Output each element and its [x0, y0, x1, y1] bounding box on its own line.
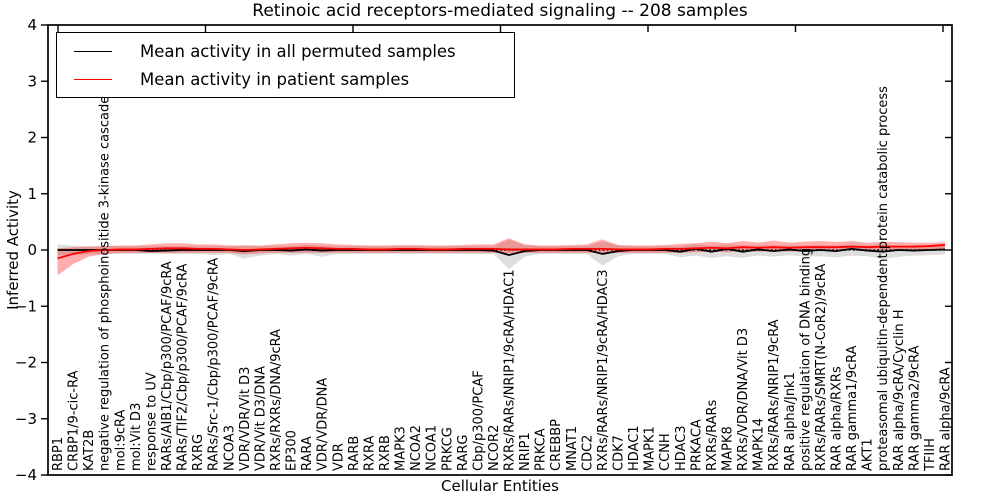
x-category-label: RXRs/RARs/NRIP1/9cRA/HDAC1 — [503, 269, 518, 471]
x-category-label: CCNH — [658, 433, 673, 471]
y-tick-label: 0 — [27, 241, 37, 259]
x-category-label: RARs/TIF2/Cbp/p300/PCAF/9cRA — [176, 264, 191, 471]
y-axis-label: Inferred Activity — [4, 190, 22, 310]
y-tick-label: 3 — [27, 72, 37, 90]
y-tick-label: −2 — [15, 354, 37, 372]
x-category-label: PRKACA — [689, 419, 704, 471]
chart-title: Retinoic acid receptors-mediated signali… — [252, 1, 748, 21]
x-category-label: mol:9cRA — [113, 409, 128, 471]
x-category-label: CDK7 — [612, 435, 627, 471]
x-category-label: RAR alpha/Jnk1 — [783, 372, 798, 471]
x-category-label: RARs/Src-1/Cbp/p300/PCAF/9cRA — [207, 258, 222, 471]
x-category-label: VDR/VDR/Vit D3 — [238, 367, 253, 471]
x-category-label: mol:Vit D3 — [129, 403, 144, 471]
x-category-label: RXRB — [378, 435, 393, 471]
y-tick-label: 2 — [27, 129, 37, 147]
x-category-label: CRBP1/9-cic-RA — [67, 370, 82, 471]
legend-label-permuted: Mean activity in all permuted samples — [140, 41, 456, 61]
x-category-label: RAR gamma2/9cRA — [907, 345, 922, 471]
y-tick-label: 1 — [27, 185, 37, 203]
x-category-label: RAR alpha/9cRA/Cyclin H — [892, 310, 907, 471]
legend: Mean activity in all permuted samples Me… — [56, 32, 515, 98]
x-category-label: RARA — [300, 436, 315, 471]
x-category-label: Cbp/p300/PCAF — [471, 370, 486, 471]
x-category-label: NCOA1 — [425, 425, 440, 471]
x-category-label: RXRs/RARs — [705, 399, 720, 471]
x-category-label: KAT2B — [82, 430, 97, 471]
x-category-label: VDR/Vit D3/DNA — [253, 366, 268, 471]
band-permuted — [57, 239, 945, 270]
x-category-label: RARs/AIB1/Cbp/p300/PCAF/9cRA — [160, 261, 175, 471]
y-tick-label: −3 — [15, 410, 37, 428]
x-category-label: RXRs/RARs/NRIP1/9cRA/HDAC3 — [596, 269, 611, 471]
x-category-label: NCOA3 — [222, 425, 237, 471]
x-category-label: RARB — [347, 436, 362, 471]
legend-entry-patient: Mean activity in patient samples — [74, 65, 514, 93]
x-category-label: AKT1 — [861, 438, 876, 471]
y-tick-label: −4 — [15, 466, 37, 484]
x-category-label: RXRs/RXRs/DNA/9cRA — [269, 329, 284, 471]
legend-label-patient: Mean activity in patient samples — [140, 69, 410, 89]
x-category-label: VDR — [331, 443, 346, 471]
x-category-label: RAR alpha/RXRs — [830, 366, 845, 471]
x-category-label: PRKCA — [534, 428, 549, 471]
x-category-label: MAPK3 — [394, 426, 409, 471]
x-category-label: HDAC3 — [674, 425, 689, 471]
x-category-label: MAPK14 — [752, 418, 767, 471]
legend-entry-permuted: Mean activity in all permuted samples — [74, 37, 514, 65]
x-category-label: NRIP1 — [518, 432, 533, 471]
y-tick-label: 4 — [27, 16, 37, 34]
x-category-label: CDC2 — [580, 435, 595, 471]
x-category-label: RXRs/RARs/SMRT(N-CoR2)/9cRA — [814, 264, 829, 471]
x-category-label: proteasomal ubiquitin-dependent protein … — [876, 86, 891, 471]
plot-frame — [47, 24, 953, 476]
x-category-label: CREBBP — [549, 419, 564, 471]
x-axis-label: Cellular Entities — [441, 477, 559, 495]
x-category-label: VDR/VDR/DNA — [316, 378, 331, 471]
x-category-label: RXRA — [362, 436, 377, 471]
x-category-label: response to UV — [144, 372, 159, 471]
x-category-label: PRKCG — [440, 427, 455, 471]
x-category-label: negative regulation of phosphoinositide … — [98, 96, 113, 471]
x-category-label: NCOR2 — [487, 425, 502, 471]
x-category-label: EP300 — [285, 430, 300, 471]
x-category-label: MAPK8 — [721, 426, 736, 471]
x-category-label: RARG — [456, 434, 471, 471]
x-category-label: HDAC1 — [627, 425, 642, 471]
patient-line-swatch — [74, 78, 112, 80]
x-category-label: RAR gamma1/9cRA — [845, 345, 860, 471]
x-category-label: MAPK1 — [643, 426, 658, 471]
x-category-label: RXRs/VDR/DNA/Vit D3 — [736, 328, 751, 471]
x-category-label: MNAT1 — [565, 426, 580, 471]
x-category-label: RBP1 — [51, 437, 66, 471]
x-category-label: RXRs/RARs/NRIP1/9cRA — [767, 319, 782, 471]
y-tick-label: −1 — [15, 297, 37, 315]
permuted-line-swatch — [74, 50, 112, 52]
permuted-mean-line — [57, 247, 946, 256]
patient-mean-line — [57, 244, 946, 260]
x-category-label: TFIIH — [923, 438, 938, 472]
x-category-label: NCOA2 — [409, 425, 424, 471]
x-category-label: RXRG — [191, 434, 206, 471]
x-category-label: positive regulation of DNA binding — [798, 248, 813, 471]
